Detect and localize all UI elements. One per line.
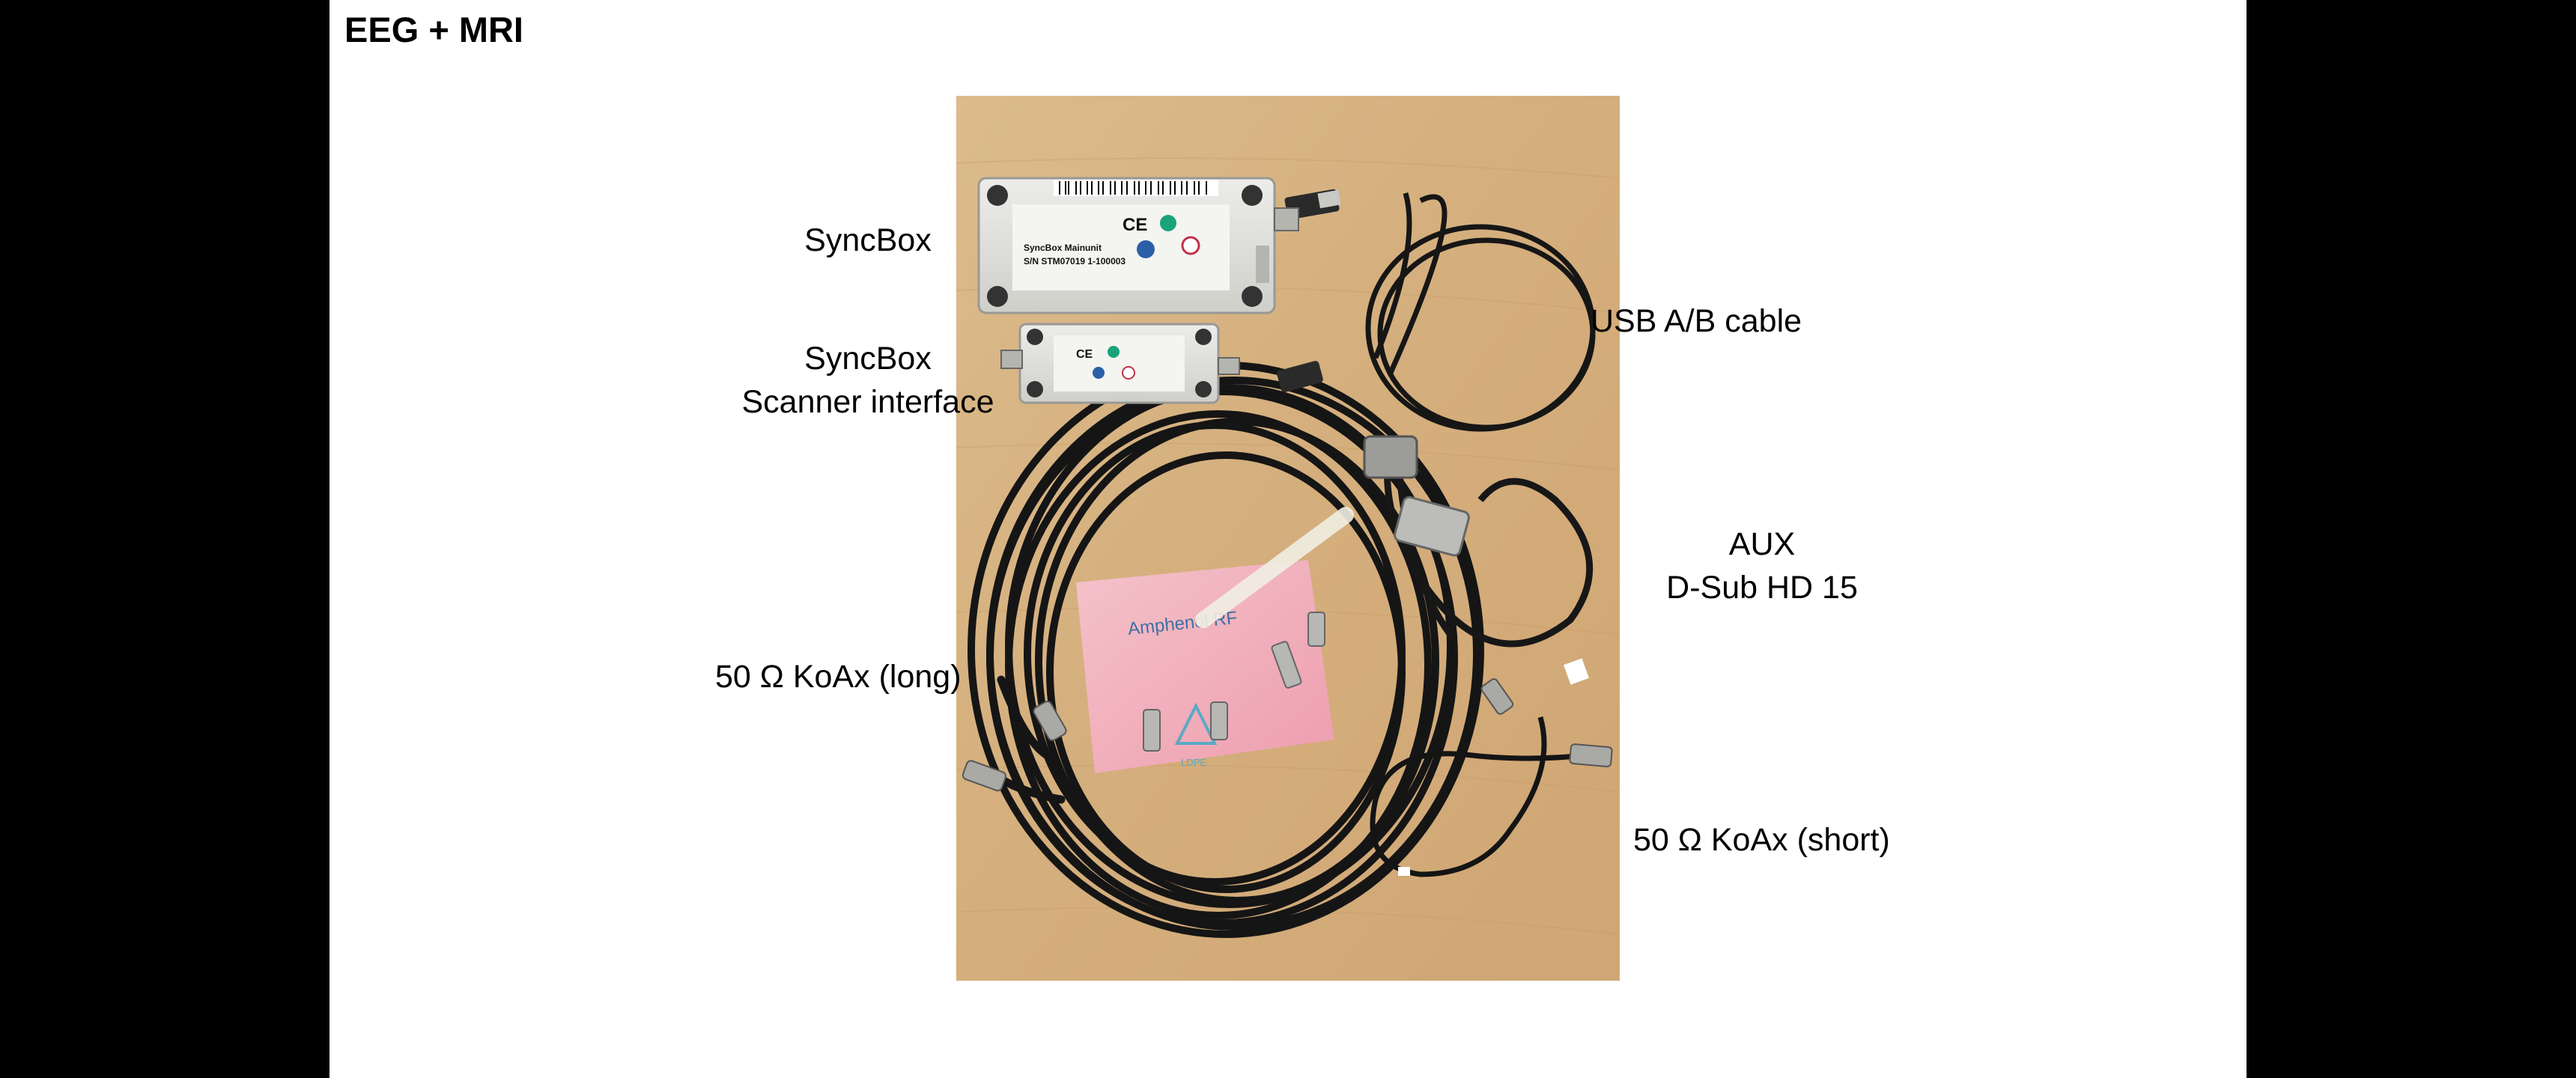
short-coax-cable [1370,678,1613,877]
svg-text:S/N STM07019 1-100003: S/N STM07019 1-100003 [1024,256,1126,267]
svg-text:CE: CE [1076,348,1093,361]
slide-title: EEG + MRI [344,10,523,49]
label-syncbox-scanner-interface: SyncBox Scanner interface [741,341,994,420]
label-koax-short: 50 Ω KoAx (short) [1633,822,1890,858]
slide: EEG + MRI [329,0,2247,1078]
label-usb-cable: USB A/B cable [1591,303,1802,339]
syncbox-scanner-device: CE [1000,323,1240,404]
usb-cable-coil [1365,192,1596,432]
long-coax-coil [967,362,1484,938]
svg-text:CE: CE [1123,215,1147,235]
label-syncbox: SyncBox [804,222,932,258]
svg-text:SyncBox Mainunit: SyncBox Mainunit [1024,243,1102,253]
connector-bag: Amphenol RF LDPE [1076,560,1334,773]
long-coax-connectors [962,701,1067,792]
label-aux-dsub: AUX D-Sub HD 15 [1666,526,1858,606]
svg-text:LDPE: LDPE [1181,757,1206,768]
label-koax-long: 50 Ω KoAx (long) [715,659,962,695]
syncbox-main-device: SyncBox Mainunit S/N STM07019 1-100003 C… [977,177,1299,314]
equipment-photo: Amphenol RF LDPE [956,96,1620,981]
aux-cable [1363,435,1594,685]
